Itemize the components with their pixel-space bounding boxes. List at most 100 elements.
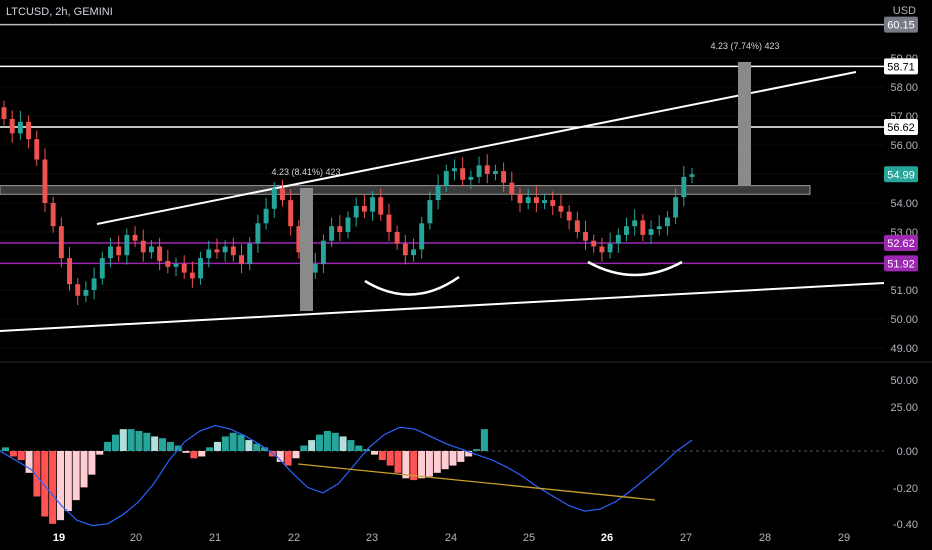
candle-body <box>337 226 343 232</box>
price-tick-label: 54.00 <box>890 198 918 210</box>
histogram-bar <box>331 432 339 451</box>
candle-body <box>247 243 253 264</box>
price-label-text: 54.99 <box>887 169 915 181</box>
candle-body <box>517 194 523 203</box>
histogram-bar <box>473 449 481 451</box>
price-label-text: 56.62 <box>887 122 915 134</box>
candlesticks <box>1 100 695 306</box>
price-label-box <box>884 16 918 33</box>
oscillator-pane <box>0 424 884 527</box>
histogram-bar <box>378 451 386 461</box>
time-tick-label: 29 <box>838 532 850 544</box>
histogram-bar <box>72 451 80 501</box>
candle-body <box>91 278 97 290</box>
currency-label: USD <box>892 5 916 17</box>
candle-body <box>435 185 441 201</box>
histogram-bar <box>292 451 300 459</box>
candle-body <box>280 188 285 201</box>
price-label-box <box>884 255 918 272</box>
candle-body <box>411 249 416 256</box>
candle-body <box>394 232 400 244</box>
price-label-box <box>884 119 918 136</box>
histogram-bar <box>182 451 190 453</box>
candle-body <box>271 188 277 209</box>
candle-body <box>320 240 326 264</box>
histogram-bar <box>56 451 64 521</box>
candle-body <box>132 234 138 241</box>
candle-body <box>574 220 580 232</box>
price-label-box <box>884 166 918 183</box>
candle-body <box>501 171 507 183</box>
candle-body <box>656 226 662 230</box>
candle-body <box>296 226 302 253</box>
histogram-bar <box>457 451 465 462</box>
histogram-bar <box>276 451 284 462</box>
histogram-bar <box>206 447 214 451</box>
candle-body <box>206 249 212 259</box>
candle-body <box>460 168 466 180</box>
histogram-bar <box>213 441 221 451</box>
histogram-bar <box>88 451 96 475</box>
grid <box>0 57 932 363</box>
candle-body <box>214 249 220 253</box>
histogram-bar <box>64 451 72 512</box>
candle-body <box>640 220 646 235</box>
candle-body <box>353 205 359 218</box>
time-tick-label: 25 <box>523 532 535 544</box>
candle-body <box>75 284 81 296</box>
candle-body <box>9 118 15 134</box>
histogram-bar <box>159 438 167 451</box>
candle-body <box>591 240 597 247</box>
candle-body <box>525 197 531 203</box>
histogram-bar <box>111 434 119 451</box>
price-label-text: 52.62 <box>887 238 915 250</box>
histogram-bar <box>135 430 143 451</box>
oscillator-tick-label: -0.20 <box>893 483 918 495</box>
candle-body <box>148 246 154 253</box>
histogram-bar <box>190 451 198 459</box>
candle-body <box>664 217 670 227</box>
candle-body <box>452 168 457 172</box>
candle-body <box>402 243 408 256</box>
histogram-bar <box>41 451 49 517</box>
histogram-bar <box>119 429 127 451</box>
histogram-bar <box>237 434 245 451</box>
price-label-text: 51.92 <box>887 258 915 270</box>
candle-body <box>484 165 490 174</box>
candle-body <box>378 197 384 215</box>
candle-body <box>492 171 498 174</box>
candle-body <box>533 197 539 203</box>
candle-body <box>26 121 32 140</box>
candle-body <box>263 208 269 224</box>
price-label-box <box>884 58 918 75</box>
oscillator-tick-label: 0.00 <box>897 446 918 458</box>
measure-annotation: 4.23 (8.41%) 423 <box>271 167 340 177</box>
price-label-box <box>884 235 918 252</box>
candle-body <box>140 240 146 253</box>
time-tick-label: 24 <box>445 532 457 544</box>
symbol-title: LTCUSD, 2h, GEMINI <box>6 6 113 18</box>
time-tick-label: 19 <box>53 532 65 544</box>
candle-body <box>288 200 294 227</box>
histogram-bar <box>174 445 182 451</box>
histogram-bar <box>425 451 433 477</box>
histogram-bar <box>151 436 159 451</box>
histogram-bar <box>49 451 57 524</box>
candle-body <box>34 139 40 160</box>
candle-body <box>42 159 48 203</box>
candle-body <box>165 261 171 267</box>
histogram-bar <box>386 451 394 466</box>
time-tick-label: 28 <box>759 532 771 544</box>
candle-body <box>615 234 621 244</box>
price-tick-label: 49.00 <box>890 343 918 355</box>
histogram-bar <box>300 445 308 451</box>
histogram-bar <box>261 447 269 451</box>
price-labels: 60.15 58.71 56.62 54.99 52.62 51.92 <box>884 16 918 272</box>
histogram-bar <box>370 451 378 455</box>
histogram-bar <box>284 451 292 466</box>
candle-body <box>124 234 130 256</box>
histogram-bar <box>229 432 237 451</box>
lower-trendline <box>0 282 885 332</box>
price-label-text: 58.71 <box>887 61 915 73</box>
